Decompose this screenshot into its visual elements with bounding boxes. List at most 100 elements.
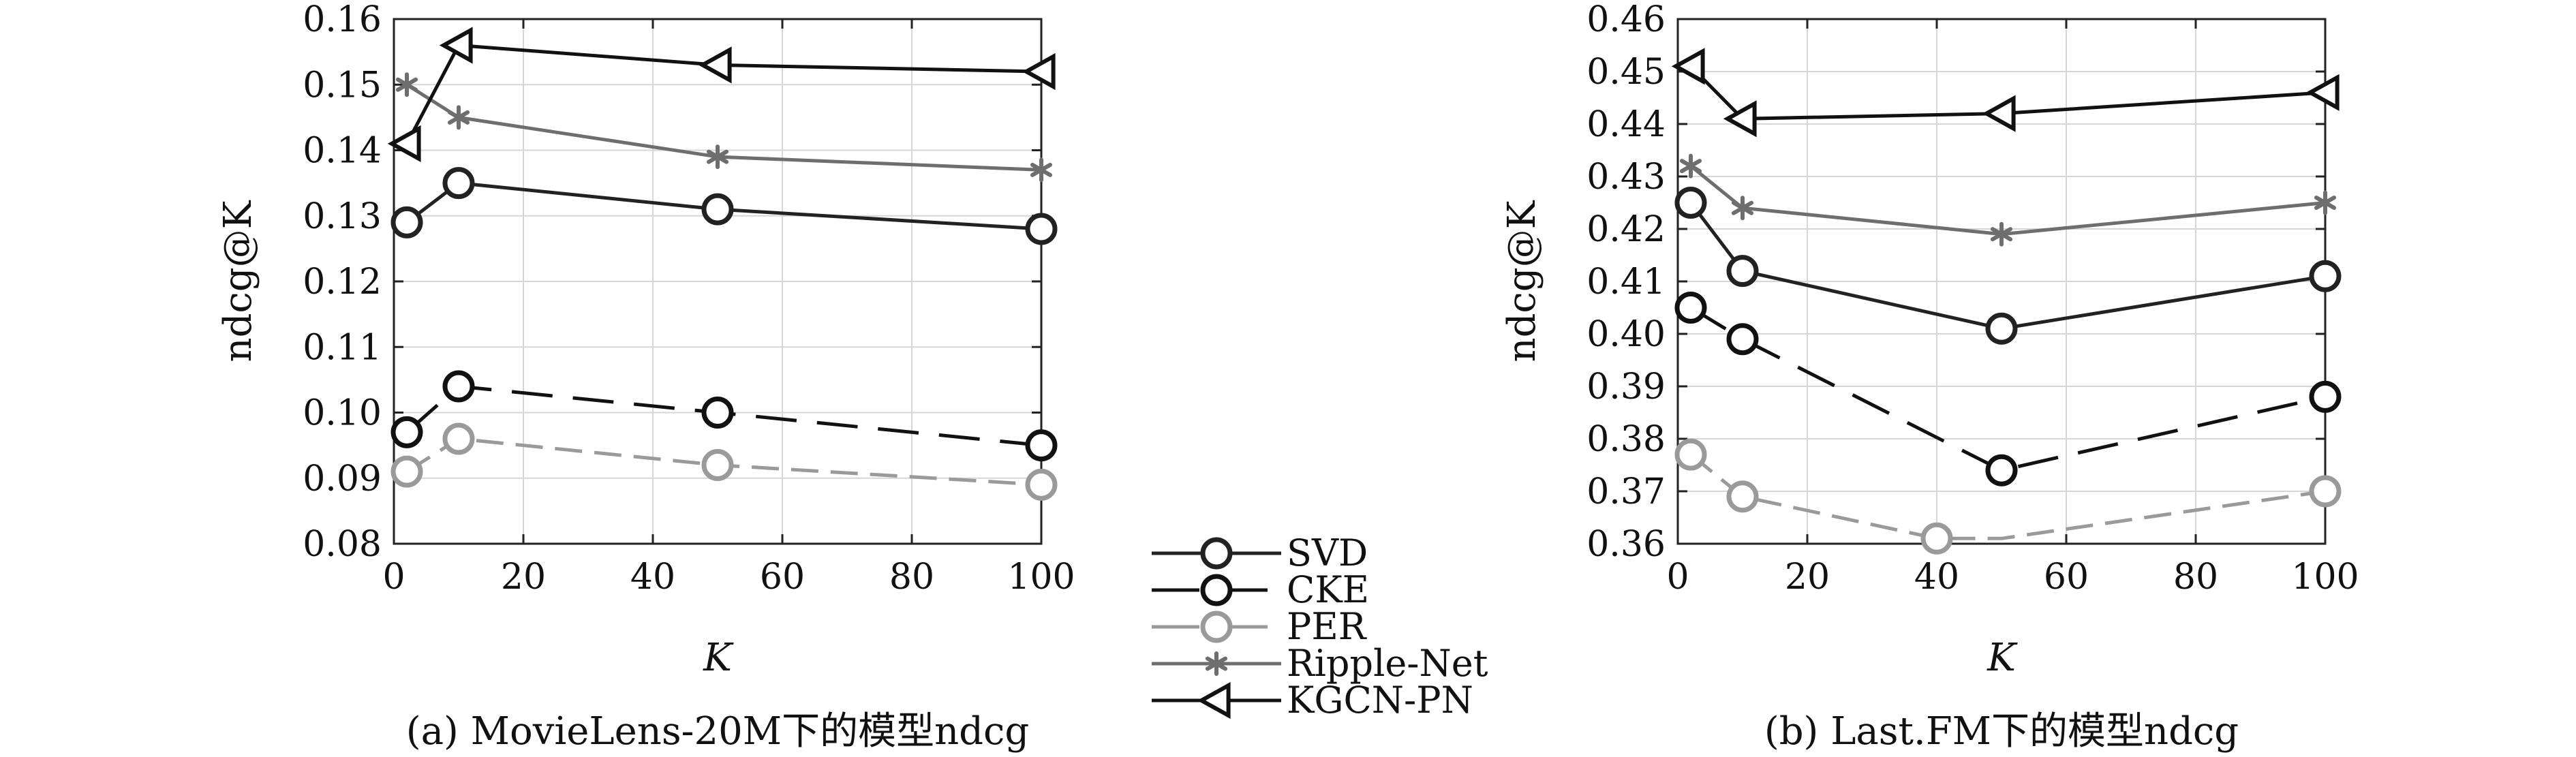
data-point-svd: [390, 206, 423, 238]
x-tick-label: 20: [1785, 557, 1830, 598]
y-tick-label: 0.40: [1586, 314, 1666, 355]
data-point-ripple-net: [1990, 221, 2013, 247]
data-point-svd: [1674, 187, 1707, 219]
legend-label: KGCN-PN: [1287, 679, 1473, 722]
data-point-svd: [1025, 213, 1058, 245]
y-tick-label: 0.42: [1586, 209, 1666, 250]
legend-item-ripple-net: Ripple-Net: [1152, 642, 1488, 685]
legend-label: CKE: [1287, 568, 1369, 611]
y-tick-label: 0.46: [1586, 0, 1666, 40]
chart-movielens: 0 20 40 60 80 100 0.08 0.09 0.10 0.11 0.12 0.13 0.14…: [216, 0, 1075, 754]
x-tick-label: 100: [1007, 557, 1075, 598]
x-axis-label: K: [1987, 636, 2018, 680]
chart-caption: (a) MovieLens-20M下的模型ndcg: [406, 709, 1029, 754]
data-point-svd: [442, 167, 475, 200]
y-tick-label: 0.14: [303, 131, 382, 172]
legend-item-cke: CKE: [1152, 568, 1369, 611]
data-point-per: [1025, 468, 1058, 501]
chart-caption: (b) Last.FM下的模型ndcg: [1764, 709, 2239, 754]
x-axis-label: K: [703, 636, 734, 680]
x-tick-label: 40: [630, 557, 675, 598]
y-tick-label: 0.09: [303, 459, 382, 499]
series-line-ripple-net: [1689, 164, 2326, 236]
series-line-ripple-net: [405, 83, 1042, 172]
y-tick-label: 0.15: [303, 65, 382, 106]
series-ripple-net: [1679, 153, 2337, 247]
data-point-kgcn-pn: [2305, 74, 2340, 111]
data-point-per: [2309, 475, 2342, 508]
x-tick-label: 0: [382, 557, 405, 598]
legend-item-per: PER: [1152, 605, 1367, 648]
data-point-kgcn-pn: [439, 27, 473, 64]
series-per: [390, 422, 1058, 501]
series-kgcn-pn: [1671, 48, 2340, 138]
y-tick-label: 0.41: [1586, 262, 1666, 303]
legend-label: SVD: [1287, 531, 1368, 574]
legend-marker: [1200, 611, 1233, 643]
data-point-ripple-net: [706, 144, 729, 170]
data-point-kgcn-pn: [1982, 95, 2016, 132]
data-point-svd: [1985, 312, 2018, 345]
data-point-cke: [442, 370, 475, 403]
series-line-per: [405, 437, 1042, 486]
legend-marker: [1200, 537, 1233, 570]
legend-item-svd: SVD: [1152, 531, 1368, 574]
series-line-cke: [405, 384, 1042, 448]
series-line-kgcn-pn: [1689, 65, 2326, 121]
data-point-per: [1920, 522, 1953, 555]
data-point-kgcn-pn: [387, 125, 421, 162]
y-tick-label: 0.13: [303, 196, 382, 237]
x-tick-label: 20: [501, 557, 546, 598]
series-line-svd: [405, 181, 1042, 231]
x-tick-label: 40: [1914, 557, 1959, 598]
y-tick-label: 0.12: [303, 262, 382, 303]
y-tick-label: 0.38: [1586, 419, 1666, 460]
x-tick-label: 80: [889, 557, 934, 598]
data-point-cke: [1674, 292, 1707, 324]
series-line-cke: [1689, 306, 2326, 472]
legend-marker: [1205, 651, 1228, 676]
y-tick-label: 0.37: [1586, 472, 1666, 512]
legend-marker: [1197, 681, 1231, 720]
data-point-cke: [1025, 429, 1058, 462]
data-point-ripple-net: [1030, 157, 1053, 183]
data-point-kgcn-pn: [1671, 48, 1705, 85]
series-svd: [390, 167, 1058, 245]
data-point-kgcn-pn: [1723, 100, 1757, 138]
series-line-kgcn-pn: [405, 43, 1042, 145]
data-point-kgcn-pn: [698, 46, 732, 84]
x-tick-label: 100: [2291, 557, 2359, 598]
legend-marker: [1200, 574, 1233, 606]
legend-label: Ripple-Net: [1287, 642, 1488, 685]
data-point-svd: [701, 193, 734, 226]
legend-item-kgcn-pn: KGCN-PN: [1152, 679, 1473, 722]
series-ripple-net: [395, 72, 1053, 183]
data-point-cke: [2309, 380, 2342, 413]
y-axis-label: ndcg@K: [216, 200, 260, 362]
data-point-ripple-net: [2314, 190, 2337, 215]
data-point-svd: [2309, 260, 2342, 292]
y-tick-label: 0.36: [1586, 524, 1666, 565]
data-point-per: [1726, 480, 1759, 513]
series-cke: [390, 370, 1058, 462]
x-tick-label: 80: [2173, 557, 2218, 598]
x-tick-label: 60: [2044, 557, 2089, 598]
data-point-ripple-net: [1679, 153, 1702, 179]
y-tick-label: 0.39: [1586, 367, 1666, 407]
data-point-svd: [1726, 255, 1759, 288]
y-tick-label: 0.10: [303, 393, 382, 434]
y-tick-label: 0.44: [1586, 104, 1666, 145]
y-tick-label: 0.11: [303, 327, 382, 368]
series-per: [1674, 438, 2342, 555]
data-point-cke: [390, 416, 423, 448]
data-point-ripple-net: [1731, 196, 1754, 221]
data-point-ripple-net: [447, 105, 470, 130]
y-tick-label: 0.45: [1586, 52, 1666, 93]
data-point-per: [701, 449, 734, 481]
series-kgcn-pn: [387, 27, 1056, 162]
series-line-svd: [1689, 201, 2326, 330]
data-point-per: [390, 455, 423, 488]
data-point-per: [1674, 438, 1707, 471]
